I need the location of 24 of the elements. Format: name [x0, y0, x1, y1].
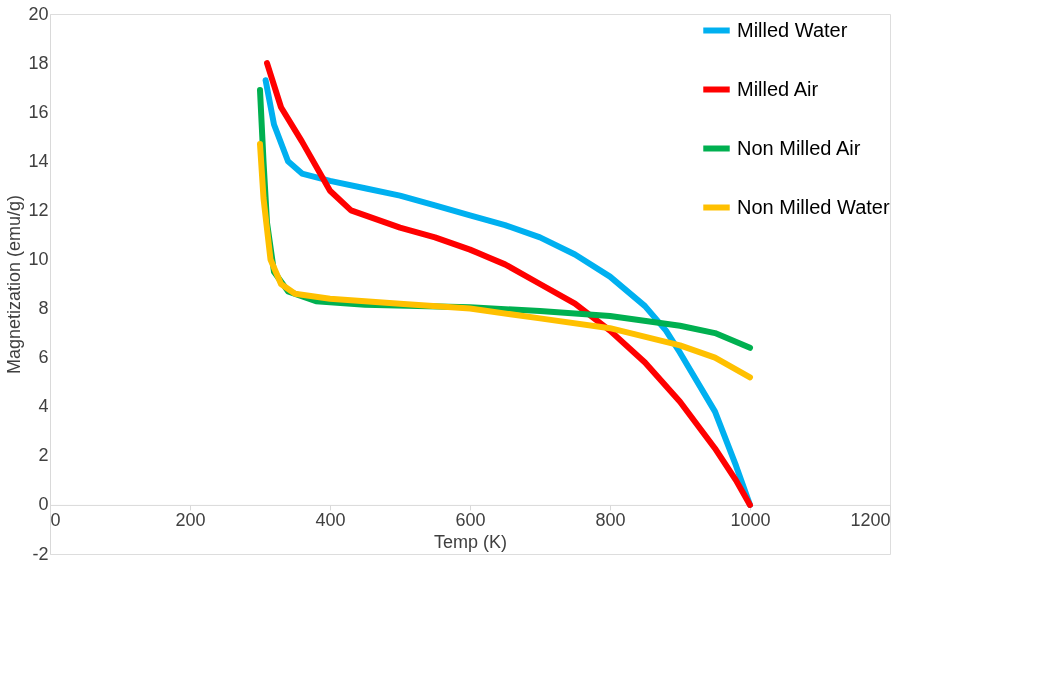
- y-tick-label: 8: [38, 298, 49, 319]
- y-tick-label: 16: [28, 101, 49, 122]
- legend-label: Milled Water: [737, 18, 848, 41]
- x-tick-label: 400: [315, 510, 346, 531]
- x-axis-title: Temp (K): [433, 532, 508, 553]
- y-axis-title: Magnetization (emu/g): [4, 194, 25, 375]
- x-tick-label: 1200: [850, 510, 891, 531]
- y-tick-label: 14: [28, 150, 49, 171]
- y-tick-label: 0: [38, 494, 49, 515]
- y-tick-label: 6: [38, 347, 49, 368]
- y-tick-label: 20: [28, 3, 49, 24]
- y-tick-label: 12: [28, 199, 49, 220]
- y-tick-label: 2: [38, 445, 49, 466]
- x-tick-label: 800: [595, 510, 626, 531]
- x-tick-label: 200: [175, 510, 206, 531]
- x-tick-label: 1000: [730, 510, 771, 531]
- y-tick-label: 18: [28, 52, 49, 73]
- legend-label: Non Milled Water: [737, 195, 890, 218]
- y-tick-label: -2: [32, 543, 49, 564]
- y-tick-label: 4: [38, 396, 49, 417]
- legend-label: Milled Air: [737, 77, 819, 100]
- legend-label: Non Milled Air: [737, 136, 861, 159]
- x-tick-label: 600: [455, 510, 486, 531]
- y-tick-label: 10: [28, 248, 49, 269]
